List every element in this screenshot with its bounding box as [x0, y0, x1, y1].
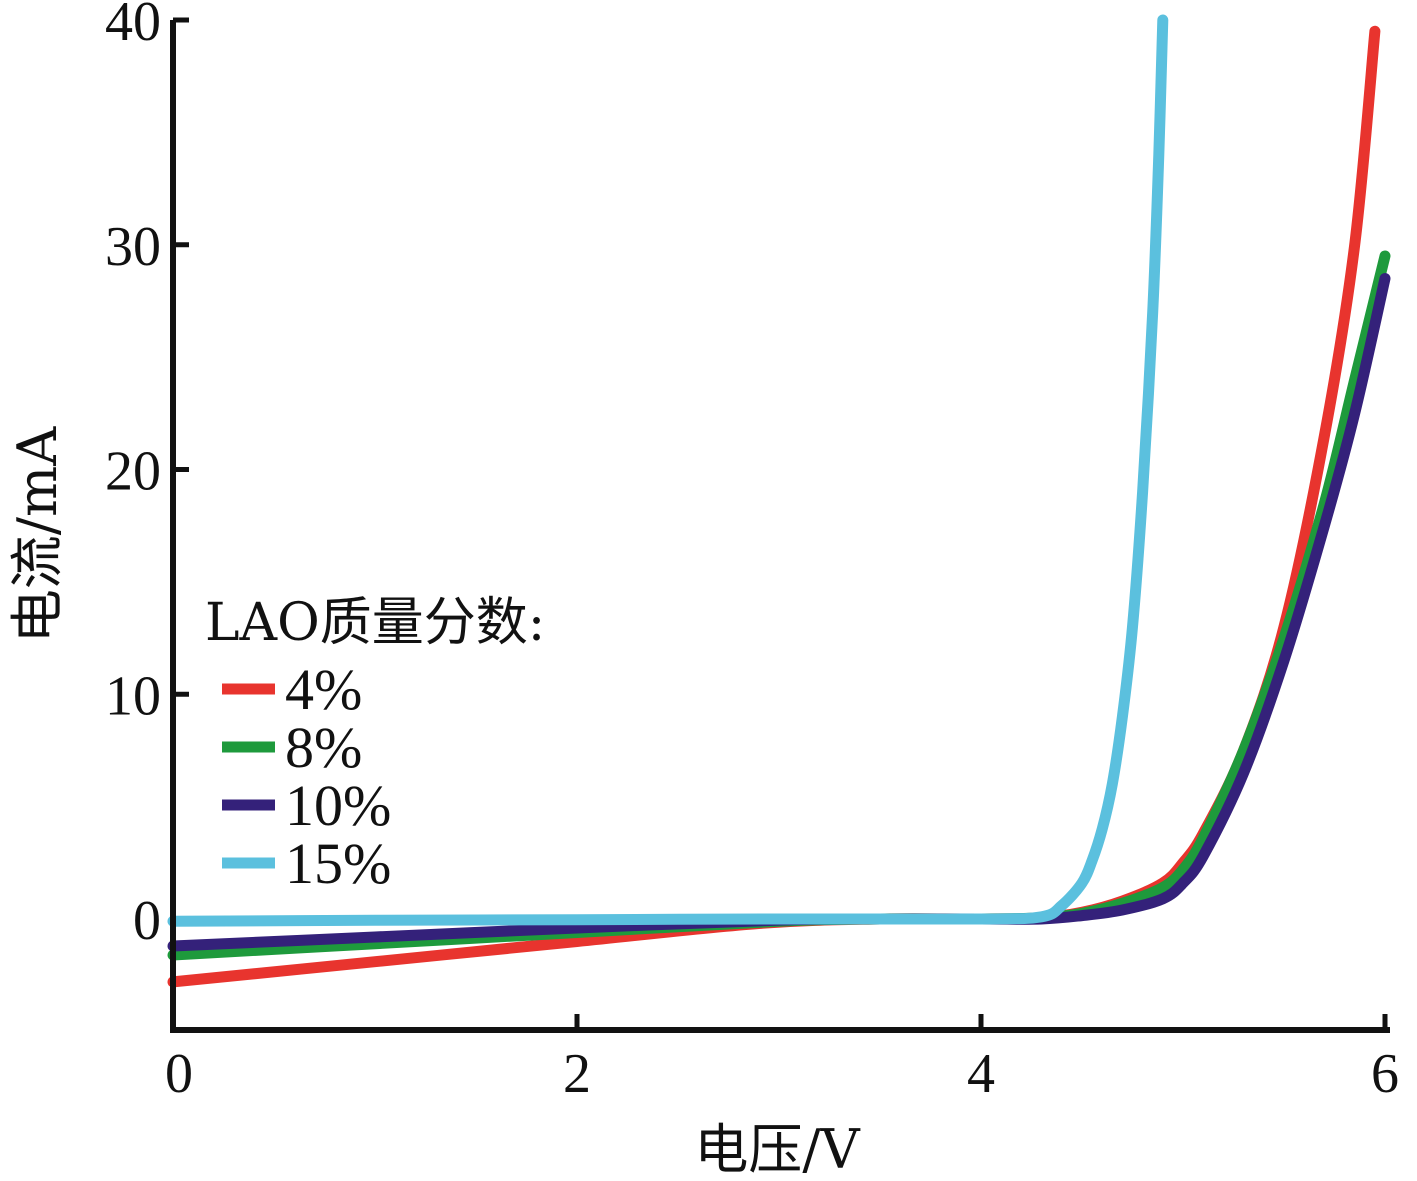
y-tick-label: 10	[105, 665, 161, 727]
legend-items: 4%8%10%15%	[222, 657, 391, 896]
legend-label: 10%	[285, 773, 391, 838]
x-tick-label: 4	[967, 1043, 995, 1105]
legend-label: 8%	[285, 715, 362, 780]
y-tick-label: 0	[133, 890, 161, 952]
series-line-10pct	[167, 273, 1391, 952]
y-tick-label: 20	[105, 441, 161, 503]
x-tick-label: 0	[165, 1043, 193, 1105]
legend-label: 4%	[285, 657, 362, 722]
axes-layer	[170, 20, 1390, 1033]
y-tick-label: 40	[105, 0, 161, 53]
series-layer	[167, 14, 1391, 988]
legend-label: 15%	[285, 831, 391, 896]
x-axis-title: 电压/V	[694, 1118, 860, 1181]
y-tick-label: 30	[105, 216, 161, 278]
legend: LAO质量分数: 4%8%10%15%	[205, 593, 545, 896]
legend-title: LAO质量分数:	[205, 593, 545, 653]
x-tick-label: 6	[1371, 1043, 1399, 1105]
y-axis-title: 电流/mA	[6, 426, 69, 643]
series-line-15pct	[167, 14, 1169, 927]
ticks-layer: 0 10 20 30 40 0 2 4 6	[105, 0, 1399, 1105]
x-tick-label: 2	[563, 1043, 591, 1105]
